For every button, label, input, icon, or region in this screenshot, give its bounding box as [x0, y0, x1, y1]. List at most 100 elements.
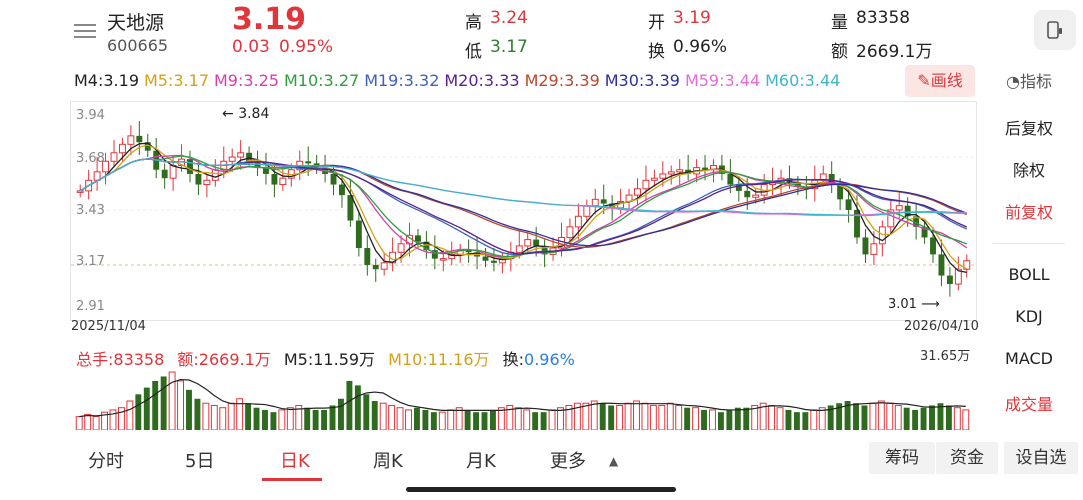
volume-bar [658, 404, 666, 431]
kline-chart[interactable] [70, 101, 977, 321]
y-tick-label: 2.91 [76, 299, 105, 314]
volume-bar [168, 371, 176, 431]
volume-bar [262, 409, 268, 430]
volume-bar [675, 404, 683, 431]
candle-body [752, 194, 760, 198]
volume-bar [692, 407, 700, 431]
y-tick-label: 3.43 [76, 203, 105, 218]
volume-bar [877, 400, 885, 431]
x-end-label: 2026/04/10 [904, 319, 979, 334]
volume-bar [599, 403, 606, 430]
volume-bar [616, 404, 624, 431]
candle-body [364, 248, 371, 265]
volume-svg [75, 371, 970, 431]
volume-bar [953, 407, 961, 431]
indicator-button[interactable]: ◔指标 [1006, 68, 1052, 92]
side-menu-item[interactable]: 除权 [1012, 161, 1045, 180]
candle-body [246, 152, 253, 162]
y-tick-label: 3.94 [76, 108, 105, 123]
volume-m5: M5:11.59万 [283, 350, 376, 369]
chips-button[interactable]: 筹码 [869, 442, 935, 474]
tab-3[interactable]: 周K [373, 451, 403, 472]
side-menu-item[interactable]: 后复权 [1004, 119, 1053, 138]
total-hands: 总手:83358 [76, 350, 165, 369]
candle-body [887, 209, 895, 228]
high-label: 高 [465, 13, 482, 33]
candle-body [118, 143, 126, 154]
candle-body [878, 226, 886, 245]
volume-chart[interactable] [70, 368, 975, 431]
side-menu-item[interactable]: BOLL [1008, 265, 1050, 284]
volume-bar [523, 409, 531, 431]
kline-svg [71, 121, 976, 297]
tab-1[interactable]: 5日 [185, 451, 215, 472]
volume-bar [818, 407, 826, 431]
candle-body [904, 205, 911, 217]
candle-body [667, 171, 675, 175]
amount-label: 额 [831, 42, 848, 62]
side-menu-item[interactable]: 前复权 [1004, 203, 1053, 222]
volume-bar [455, 407, 463, 431]
draw-line-button[interactable]: ✎画线 [905, 65, 975, 97]
volume-bar [202, 402, 210, 431]
volume-bar [422, 409, 429, 430]
caret-up-icon[interactable]: ▲ [609, 454, 619, 468]
volume-m10: M10:11.16万 [388, 350, 490, 369]
volume-bar [396, 407, 404, 431]
amount-value: 2669.1万 [856, 42, 933, 62]
side-menu-item[interactable]: 成交量 [1004, 395, 1053, 414]
candle-body [574, 215, 582, 228]
menu-icon[interactable] [74, 20, 96, 40]
candle-body [110, 152, 118, 162]
tab-0[interactable]: 分时 [88, 451, 124, 472]
funds-button[interactable]: 资金 [936, 442, 998, 474]
candle-body [397, 243, 405, 253]
side-menu-item[interactable]: MACD [1005, 349, 1053, 368]
ma-value: M5:3.17 [144, 71, 209, 90]
ma-value: M9:3.25 [214, 71, 279, 90]
volume-bar [135, 394, 142, 430]
stock-name: 天地源 [107, 12, 165, 34]
open-value: 3.19 [673, 8, 711, 28]
tab-5[interactable]: 更多 [550, 451, 586, 472]
side-divider [993, 243, 1065, 244]
volume-bar [245, 403, 252, 430]
volume-bar [793, 412, 800, 430]
volume-bar [414, 407, 420, 430]
volume-bar [312, 409, 319, 430]
side-menu-item[interactable]: KDJ [1015, 307, 1043, 326]
indicator-label: 指标 [1019, 72, 1052, 91]
volume-bar [227, 402, 235, 431]
low-value: 3.17 [490, 37, 528, 57]
volume-bar [785, 409, 792, 430]
landscape-toggle-button[interactable] [1034, 10, 1076, 50]
stock-code: 600665 [107, 36, 169, 55]
candle-body [794, 182, 801, 187]
volume-bar [177, 380, 184, 431]
phone-rotate-icon [1047, 21, 1062, 39]
tab-4[interactable]: 月K [466, 451, 496, 472]
volume-bar [447, 409, 455, 431]
volume-bar [557, 407, 564, 431]
turnover-value: 0.96% [673, 37, 728, 57]
candle-body [482, 256, 489, 261]
volume-bar [473, 412, 480, 430]
candle-body [339, 184, 345, 196]
volume-bar [278, 409, 286, 431]
max-price-label: 3.84 [238, 106, 270, 122]
volume-bar [532, 412, 539, 430]
volume-bar [497, 407, 505, 431]
volume-bar [540, 412, 547, 430]
candle-body [127, 135, 135, 145]
tab-2[interactable]: 日K [280, 451, 310, 472]
volume-bar [836, 403, 843, 430]
add-watchlist-button[interactable]: 设自选 [1004, 442, 1078, 474]
ma-value: M10:3.27 [284, 71, 360, 90]
volume-bar [481, 412, 488, 430]
ma-line [79, 158, 967, 217]
volume-bar [489, 409, 496, 430]
turnover-label: 换 [648, 42, 665, 62]
candle-body [102, 160, 110, 173]
volume-bar [186, 389, 192, 430]
volume-bar [219, 407, 227, 431]
